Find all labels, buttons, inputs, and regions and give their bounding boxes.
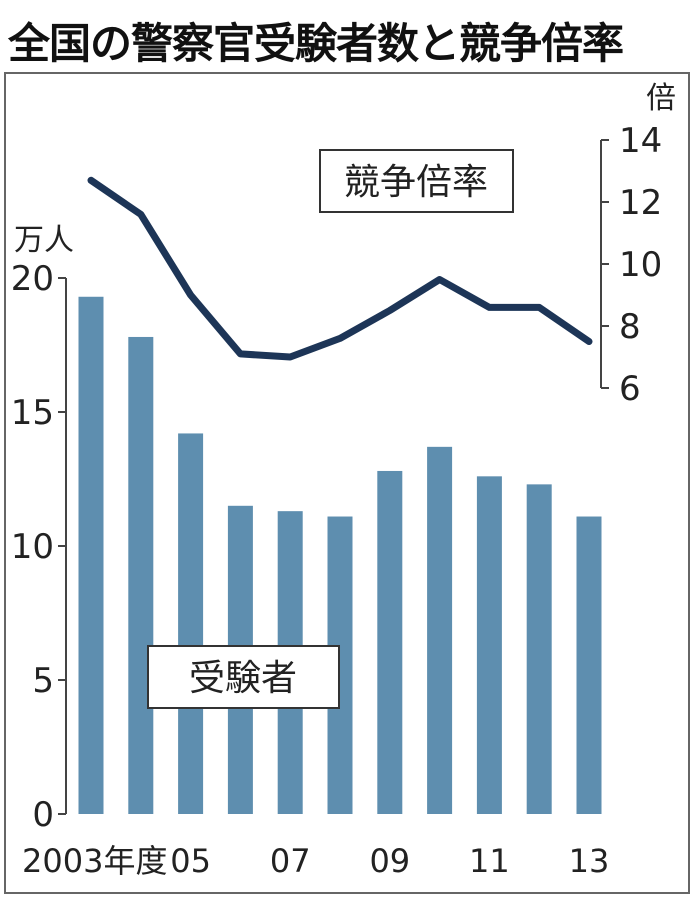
ratio-line bbox=[87, 176, 593, 361]
applicants-label-box bbox=[147, 645, 340, 709]
right-axis-tick-label: 12 bbox=[619, 183, 662, 223]
left-axis-unit: 万人 bbox=[14, 223, 74, 258]
x-tick-label: 09 bbox=[369, 842, 410, 880]
bar-2003 bbox=[78, 296, 104, 814]
right-axis-unit: 倍 bbox=[646, 81, 676, 116]
right-axis-tick-label: 14 bbox=[619, 121, 662, 161]
applicants-label: 受験者 bbox=[189, 658, 297, 699]
title-bar: 全国の警察官受験者数と競争倍率 bbox=[0, 0, 696, 72]
bar-2009 bbox=[377, 470, 403, 814]
right-axis-tick-label: 6 bbox=[619, 369, 641, 409]
left-axis-tick-label: 20 bbox=[11, 259, 54, 299]
x-tick-label: 07 bbox=[270, 842, 311, 880]
left-axis-tick-label: 10 bbox=[11, 527, 54, 567]
right-axis-tick-label: 10 bbox=[619, 245, 662, 285]
x-tick-label: 05 bbox=[170, 842, 211, 880]
x-tick-label: 2003年度 bbox=[22, 842, 167, 880]
ratio-label-box bbox=[319, 149, 514, 213]
bar-2012 bbox=[526, 484, 552, 814]
x-tick-label: 11 bbox=[469, 842, 510, 880]
right-axis-tick-label: 8 bbox=[619, 307, 641, 347]
bar-2005 bbox=[178, 433, 204, 814]
bar-2004 bbox=[128, 336, 154, 814]
bar-2013 bbox=[576, 516, 602, 814]
chart-title: 全国の警察官受験者数と競争倍率 bbox=[8, 19, 624, 68]
bar-2011 bbox=[476, 476, 502, 814]
ratio-label: 競争倍率 bbox=[344, 162, 488, 203]
bar-2010 bbox=[427, 446, 453, 814]
x-tick-label: 13 bbox=[569, 842, 610, 880]
left-axis-tick-label: 15 bbox=[11, 393, 54, 433]
left-axis-tick-label: 5 bbox=[32, 661, 54, 701]
left-axis-tick-label: 0 bbox=[32, 795, 54, 835]
